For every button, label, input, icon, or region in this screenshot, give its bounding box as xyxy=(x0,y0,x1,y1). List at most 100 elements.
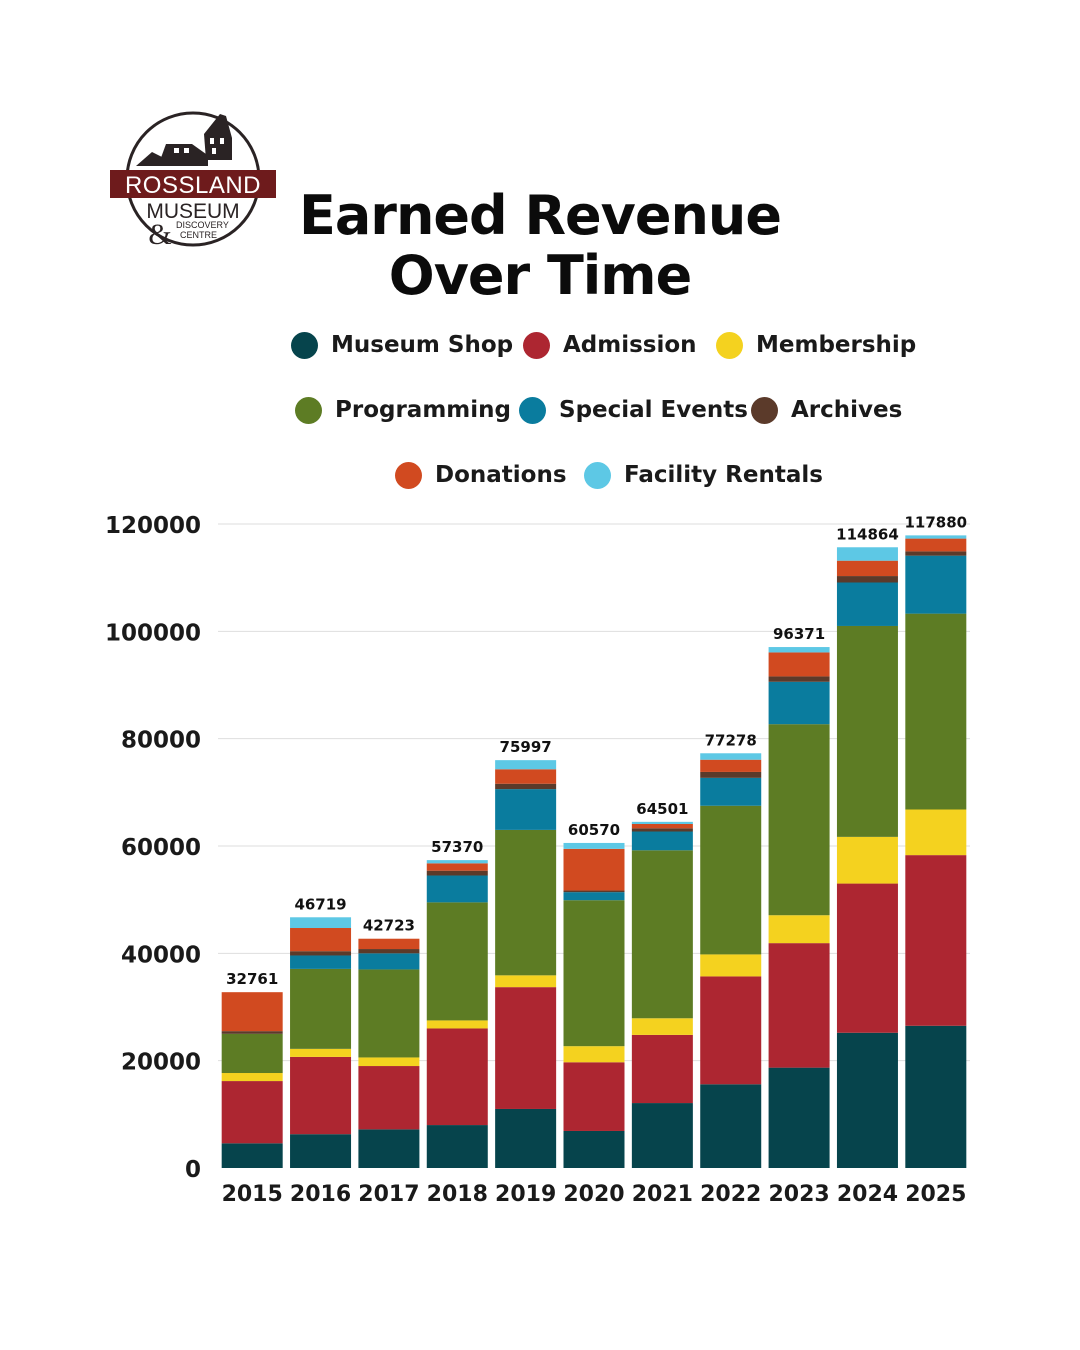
bar-segment-donations xyxy=(495,769,557,784)
bar-segment-programming xyxy=(768,724,830,916)
bar-segment-programming xyxy=(905,613,967,810)
bar-segment-facility-rentals xyxy=(495,760,557,770)
legend-label-membership: Membership xyxy=(756,332,917,358)
bar-segment-museum-shop xyxy=(836,1032,898,1168)
legend-item-programming: Programming xyxy=(295,394,511,426)
bar-segment-membership xyxy=(495,975,557,988)
bar-segment-programming xyxy=(563,900,625,1047)
bar-segment-archives xyxy=(836,576,898,583)
legend-label-museum-shop: Museum Shop xyxy=(331,332,514,358)
x-tick-label: 2017 xyxy=(358,1182,419,1207)
bar-segment-admission xyxy=(358,1066,420,1130)
x-tick-label: 2025 xyxy=(905,1182,966,1207)
bar-total-label: 117880 xyxy=(905,513,968,531)
bar-segment-membership xyxy=(563,1046,625,1063)
bar-total-label: 114864 xyxy=(836,525,899,543)
bar-segment-admission xyxy=(905,855,967,1026)
legend-label-donations: Donations xyxy=(435,462,567,488)
bar-segment-membership xyxy=(905,809,967,856)
mine-building-icon xyxy=(136,114,232,166)
bar-segment-donations xyxy=(905,538,967,552)
bar-segment-facility-rentals xyxy=(836,547,898,561)
legend-label-admission: Admission xyxy=(563,332,697,358)
bar-segment-museum-shop xyxy=(905,1025,967,1168)
bar-segment-admission xyxy=(290,1056,352,1135)
bar-segment-museum-shop xyxy=(563,1130,625,1168)
logo-tag-line2: CENTRE xyxy=(180,230,217,240)
legend-swatch-admission xyxy=(523,331,550,359)
x-tick-label: 2019 xyxy=(495,1182,556,1207)
bar-segment-membership xyxy=(631,1018,693,1035)
x-tick-label: 2020 xyxy=(563,1182,624,1207)
bar-segment-special-events xyxy=(631,831,693,851)
rossland-museum-logo: ROSSLAND MUSEUM & DISCOVERY CENTRE xyxy=(110,111,276,251)
legend-swatch-membership xyxy=(716,331,743,359)
bar-segment-donations xyxy=(221,992,283,1032)
bar-segment-programming xyxy=(290,968,352,1049)
bar-total-label: 75997 xyxy=(500,738,552,756)
chart-title-line2: Over Time xyxy=(388,244,692,307)
legend-item-donations: Donations xyxy=(395,459,567,491)
bar-segment-membership xyxy=(700,954,762,977)
x-tick-label: 2016 xyxy=(290,1182,351,1207)
bar-segment-donations xyxy=(768,652,830,677)
chart-title: Earned Revenue Over Time xyxy=(290,186,790,306)
bar-segment-archives xyxy=(358,949,420,954)
bar-segment-archives xyxy=(700,771,762,778)
y-tick-label: 100000 xyxy=(105,620,201,646)
bar-total-label: 77278 xyxy=(705,731,757,749)
bar-segment-museum-shop xyxy=(426,1125,488,1168)
x-tick-label: 2023 xyxy=(768,1182,829,1207)
bar-segment-facility-rentals xyxy=(290,917,352,929)
bar-segment-museum-shop xyxy=(700,1084,762,1168)
bar-segment-admission xyxy=(836,883,898,1033)
bar-total-label: 96371 xyxy=(773,625,825,643)
bar-segment-donations xyxy=(563,848,625,891)
bar-segment-membership xyxy=(768,915,830,944)
bar-segment-special-events xyxy=(495,789,557,830)
y-tick-label: 0 xyxy=(185,1157,201,1183)
y-tick-label: 60000 xyxy=(121,835,201,861)
bar-total-label: 46719 xyxy=(294,895,346,913)
bar-segment-programming xyxy=(426,902,488,1021)
logo-tag-line1: DISCOVERY xyxy=(176,220,229,230)
y-tick-label: 40000 xyxy=(121,942,201,968)
bar-segment-admission xyxy=(426,1028,488,1126)
legend-swatch-facility-rentals xyxy=(584,461,611,489)
bar-segment-facility-rentals xyxy=(563,842,625,849)
legend-swatch-museum-shop xyxy=(291,331,318,359)
legend-label-special-events: Special Events xyxy=(559,397,748,423)
bar-segment-programming xyxy=(221,1033,283,1074)
bar-segment-donations xyxy=(836,560,898,577)
legend-item-admission: Admission xyxy=(523,329,697,361)
legend-item-membership: Membership xyxy=(716,329,916,361)
x-tick-label: 2018 xyxy=(427,1182,488,1207)
bar-segment-admission xyxy=(495,987,557,1109)
legend-item-facility-rentals: Facility Rentals xyxy=(584,459,823,491)
bar-segment-archives xyxy=(426,870,488,876)
bar-segment-museum-shop xyxy=(221,1143,283,1168)
bar-segment-admission xyxy=(563,1062,625,1131)
bar-segment-museum-shop xyxy=(290,1134,352,1168)
bar-segment-archives xyxy=(905,551,967,556)
bar-segment-special-events xyxy=(836,582,898,626)
chart-title-line1: Earned Revenue xyxy=(298,184,782,247)
bar-segment-programming xyxy=(836,625,898,837)
bar-segment-membership xyxy=(836,836,898,884)
bar-segment-programming xyxy=(358,969,420,1058)
bar-segment-special-events xyxy=(563,892,625,901)
bar-segment-archives xyxy=(221,1031,283,1034)
bar-segment-membership xyxy=(290,1048,352,1057)
bar-segment-programming xyxy=(495,829,557,976)
legend-swatch-archives xyxy=(751,396,778,424)
bar-segment-membership xyxy=(426,1020,488,1029)
bar-segment-archives xyxy=(631,828,693,832)
legend-swatch-programming xyxy=(295,396,322,424)
x-tick-label: 2024 xyxy=(837,1182,898,1207)
bar-total-label: 60570 xyxy=(568,821,620,839)
bar-segment-donations xyxy=(358,938,420,950)
bar-segment-archives xyxy=(495,783,557,790)
bar-segment-museum-shop xyxy=(631,1103,693,1168)
x-tick-label: 2015 xyxy=(222,1182,283,1207)
bar-segment-donations xyxy=(426,863,488,871)
